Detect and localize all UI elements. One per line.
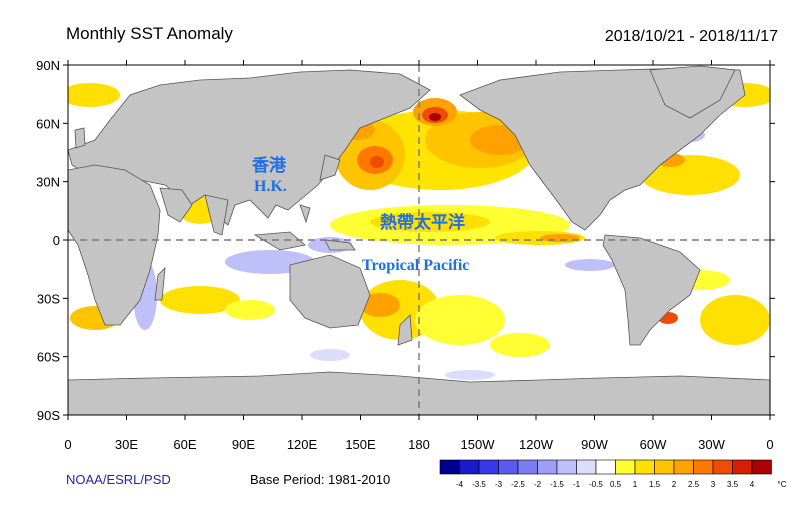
lon-label: 150W: [461, 437, 496, 452]
hk-label-en: H.K.: [254, 178, 287, 195]
colorbar-swatch: [693, 459, 714, 475]
colorbar-swatch: [634, 459, 655, 475]
colorbar-label: 3.5: [727, 480, 739, 489]
lon-label: 30E: [115, 437, 138, 452]
colorbar-swatch: [537, 459, 558, 475]
colorbar-label: 2.5: [688, 480, 700, 489]
base-period: Base Period: 1981-2010: [250, 472, 391, 487]
colorbar-swatch: [478, 459, 499, 475]
colorbar-swatch: [556, 459, 577, 475]
lon-label: 120E: [287, 437, 318, 452]
axis-ticks: 90N 60N 30N 0 30S 60S 90S 0 30E 60E 90E 120E 150E 180…: [36, 58, 775, 452]
date-range: 2018/10/21 - 2018/11/17: [604, 28, 778, 45]
colorbar-swatch: [654, 459, 675, 475]
colorbar-label: -1.5: [550, 480, 564, 489]
colorbar-swatch: [615, 459, 636, 475]
lat-label: 60N: [36, 116, 60, 131]
colorbar: -4 -3.5 -3 -2.5 -2 -1.5 -1 -0.5 0.5 1 1.5 2 2.5 3 3.5 4…: [439, 459, 787, 489]
colorbar-swatch: [595, 459, 616, 475]
colorbar-label: -0.5: [589, 480, 603, 489]
colorbar-label: 3: [711, 480, 716, 489]
lon-label: 30W: [698, 437, 725, 452]
lon-label: 150E: [345, 437, 376, 452]
lon-label: 90E: [232, 437, 255, 452]
lon-label: 0: [64, 437, 71, 452]
colorbar-label: 1: [633, 480, 638, 489]
colorbar-swatch: [712, 459, 733, 475]
colorbar-unit: °C: [778, 480, 787, 489]
lon-label: 180: [408, 437, 430, 452]
anomaly-patches: [68, 83, 770, 380]
colorbar-label: 1.5: [649, 480, 661, 489]
colorbar-swatch: [576, 459, 597, 475]
colorbar-label: -1: [573, 480, 581, 489]
lon-label: 120W: [519, 437, 554, 452]
lat-label: 60S: [37, 350, 60, 365]
pacific-label-en: Tropical Pacific: [362, 257, 469, 274]
colorbar-swatch: [673, 459, 694, 475]
lat-label: 90N: [36, 58, 60, 73]
lon-label: 60E: [173, 437, 196, 452]
colorbar-label: -4: [456, 480, 464, 489]
pacific-label-zh: 熱帶太平洋: [380, 212, 465, 233]
colorbar-swatch: [732, 459, 753, 475]
colorbar-swatch: [751, 459, 772, 475]
hk-label-zh: 香港: [252, 155, 287, 176]
lon-label: 0: [766, 437, 773, 452]
lon-label: 60W: [640, 437, 667, 452]
colorbar-label: 0.5: [610, 480, 622, 489]
lat-label: 30N: [36, 175, 60, 190]
lon-label: 90W: [581, 437, 608, 452]
colorbar-label: -3.5: [472, 480, 486, 489]
colorbar-swatch: [439, 459, 460, 475]
colorbar-label: -2: [534, 480, 542, 489]
chart-title: Monthly SST Anomaly: [66, 24, 233, 43]
lat-label: 90S: [37, 408, 60, 423]
lat-label: 30S: [37, 291, 60, 306]
colorbar-label: -3: [495, 480, 503, 489]
colorbar-swatch: [498, 459, 519, 475]
colorbar-label: 4: [750, 480, 755, 489]
colorbar-swatch: [459, 459, 480, 475]
colorbar-swatch: [517, 459, 538, 475]
lat-label: 0: [53, 233, 60, 248]
colorbar-label: 2: [672, 480, 677, 489]
credit-text: NOAA/ESRL/PSD: [66, 472, 171, 487]
colorbar-label: -2.5: [511, 480, 525, 489]
